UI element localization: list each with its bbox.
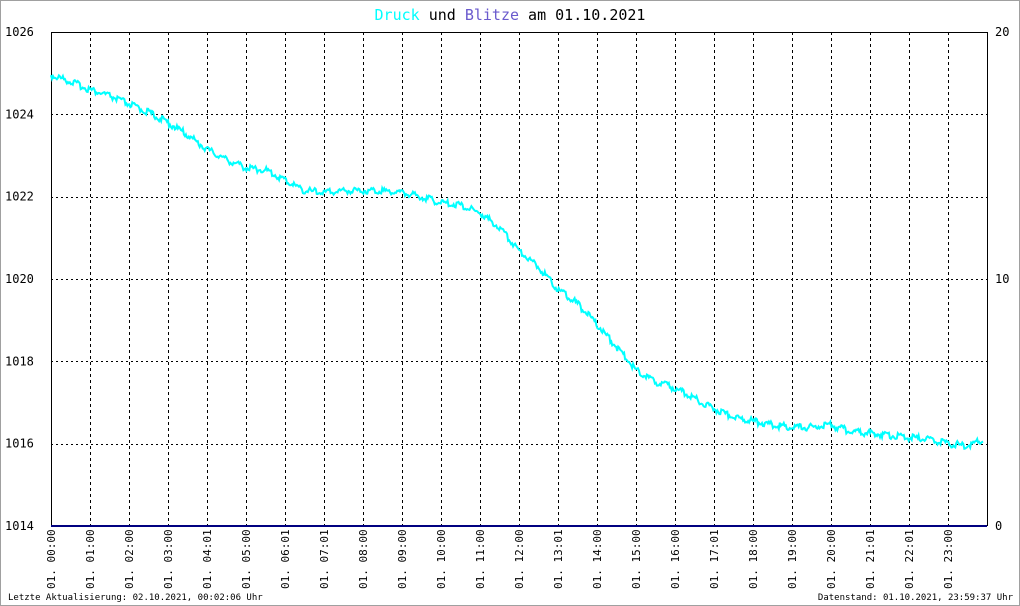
- x-tick-label: 01. 07:01: [318, 529, 331, 589]
- title-series-blitze: Blitze: [465, 6, 519, 24]
- x-tick-label: 01. 05:00: [240, 529, 253, 589]
- x-tick-label: 01. 12:00: [513, 529, 526, 589]
- x-tick-label: 01. 23:00: [942, 529, 955, 589]
- x-tick-label: 01. 03:00: [162, 529, 175, 589]
- data-status-text: Datenstand: 01.10.2021, 23:59:37 Uhr: [817, 593, 1013, 603]
- x-tick-label: 01. 17:01: [708, 529, 721, 589]
- grid: [51, 32, 987, 526]
- series: [50, 73, 987, 527]
- last-update-text: Letzte Aktualisierung: 02.10.2021, 00:02…: [8, 593, 263, 603]
- x-tick-label: 01. 16:00: [669, 529, 682, 589]
- x-tick-label: 01. 19:00: [786, 529, 799, 589]
- axes: [51, 32, 988, 526]
- y-right-tick-label: 0: [995, 519, 1002, 533]
- x-tick-label: 01. 18:00: [747, 529, 760, 589]
- x-tick-label: 01. 15:00: [630, 529, 643, 589]
- x-tick-label: 01. 04:01: [201, 529, 214, 589]
- x-tick-label: 01. 22:01: [903, 529, 916, 589]
- x-tick-label: 01. 13:01: [552, 529, 565, 589]
- series-line-druck: [50, 73, 984, 451]
- x-tick-label: 01. 08:00: [357, 529, 370, 589]
- y-left-tick-label: 1020: [5, 272, 34, 286]
- x-tick-label: 01. 11:00: [474, 529, 487, 589]
- chart-title: Druck und Blitze am 01.10.2021: [375, 6, 646, 24]
- x-tick-label: 01. 06:01: [279, 529, 292, 589]
- x-tick-label: 01. 20:00: [825, 529, 838, 589]
- y-left-tick-label: 1014: [5, 519, 34, 533]
- y-left-tick-label: 1026: [5, 25, 34, 39]
- y-left-tick-label: 1016: [5, 437, 34, 451]
- x-tick-label: 01. 21:01: [864, 529, 877, 589]
- x-tick-label: 01. 01:00: [84, 529, 97, 589]
- x-tick-label: 01. 09:00: [396, 529, 409, 589]
- y-right-tick-label: 10: [995, 272, 1009, 286]
- x-tick-label: 01. 14:00: [591, 529, 604, 589]
- x-tick-label: 01. 00:00: [45, 529, 58, 589]
- y-right-tick-label: 20: [995, 25, 1009, 39]
- y-left-tick-label: 1018: [5, 354, 34, 368]
- title-date: am 01.10.2021: [519, 6, 645, 24]
- title-und: und: [420, 6, 465, 24]
- y-left-tick-label: 1024: [5, 107, 34, 121]
- y-left-tick-label: 1022: [5, 190, 34, 204]
- x-tick-label: 01. 02:00: [123, 529, 136, 589]
- title-series-druck: Druck: [375, 6, 420, 24]
- x-tick-label: 01. 10:00: [435, 529, 448, 589]
